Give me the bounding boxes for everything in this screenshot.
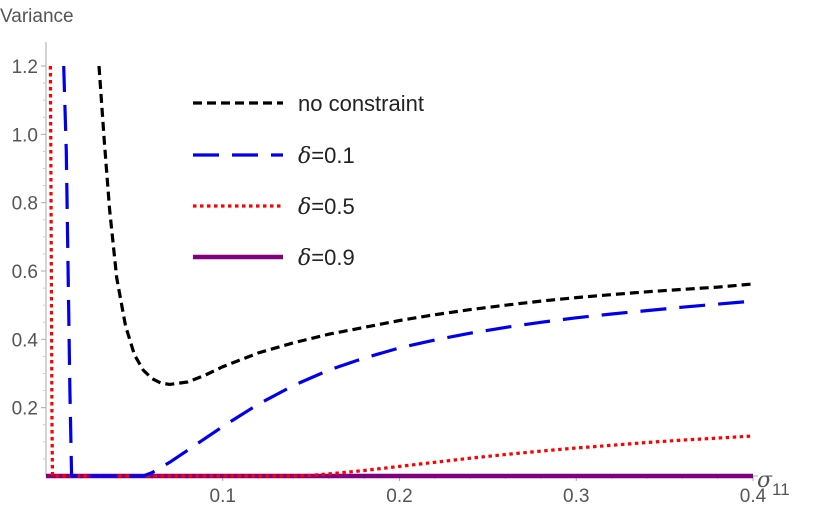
y-tick-label: 0.2 [12, 399, 38, 420]
x-axis-title: σ11 [757, 468, 790, 499]
legend-symbol-delta-0-9: δ [298, 246, 311, 271]
y-tick-label: 0.8 [12, 194, 38, 215]
legend-value-no-constraint: no constraint [298, 91, 424, 116]
legend-value-delta-0-1: =0.1 [311, 143, 354, 168]
series-line--0-5 [48, 65, 754, 478]
y-tick-label: 0.4 [12, 330, 39, 351]
legend-label-delta-0-1: δ=0.1 [298, 143, 355, 169]
legend-item-delta-0-1: δ=0.1 [193, 143, 355, 169]
legend-value-delta-0-9: =0.9 [311, 245, 354, 270]
legend-symbol-delta-0-1: δ [298, 144, 311, 169]
x-tick-label: 0.1 [210, 486, 236, 507]
x-axis-title-subscript: 11 [772, 480, 790, 499]
legend: no constraint δ=0.1 δ=0.5 δ=0.9 [193, 91, 424, 271]
legend-value-delta-0-5: =0.5 [311, 194, 354, 219]
series-line-no-constraint [97, 65, 754, 386]
x-tick-label: 0.2 [386, 486, 412, 507]
legend-item-delta-0-5: δ=0.5 [193, 194, 355, 220]
legend-label-delta-0-9: δ=0.9 [298, 245, 355, 271]
legend-label-no-constraint: no constraint [298, 91, 424, 116]
legend-item-delta-0-9: δ=0.9 [193, 245, 355, 271]
series-line--0-1 [62, 65, 754, 478]
y-axis-title: Variance [0, 6, 74, 27]
legend-label-delta-0-5: δ=0.5 [298, 194, 355, 220]
legend-item-no-constraint: no constraint [193, 91, 424, 116]
axes: 0.1 0.2 0.3 0.4 0.2 0.4 0.6 0.8 1.0 1.2 [12, 42, 767, 507]
y-ticks: 0.2 0.4 0.6 0.8 1.0 1.2 [12, 57, 46, 460]
legend-symbol-delta-0-5: δ [298, 195, 311, 220]
x-tick-label: 0.4 [740, 486, 767, 507]
x-axis-title-main: σ [757, 468, 773, 493]
y-tick-label: 0.6 [12, 262, 38, 283]
y-tick-label: 1.2 [12, 57, 38, 78]
y-tick-label: 1.0 [12, 125, 38, 146]
series-layer [46, 65, 754, 479]
x-ticks: 0.1 0.2 0.3 0.4 [80, 476, 767, 507]
x-tick-label: 0.3 [563, 486, 589, 507]
